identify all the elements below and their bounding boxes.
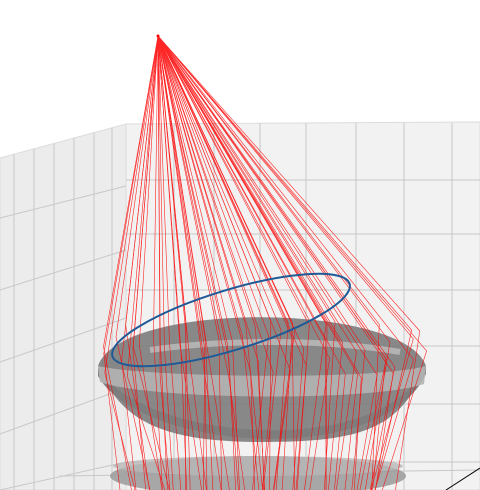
axis-line	[445, 467, 480, 490]
grid-horizontal-line	[0, 387, 127, 435]
ray-line	[157, 35, 427, 490]
ray-line	[157, 35, 304, 490]
second-lens-rim	[113, 456, 403, 476]
left-back-pane	[0, 123, 127, 490]
ray-line	[157, 35, 394, 490]
ray-line	[157, 35, 206, 490]
ray-line	[157, 35, 295, 490]
ray-line	[157, 35, 208, 490]
aperture-ring	[111, 272, 351, 368]
ray-line	[157, 35, 236, 490]
grid-horizontal-line	[0, 249, 127, 291]
ray-line	[157, 35, 171, 490]
main-lens-highlight	[149, 339, 401, 355]
ray-line	[157, 35, 414, 490]
grid-horizontal-line	[0, 185, 127, 219]
ray-line	[157, 35, 282, 490]
ray-line	[157, 35, 291, 490]
ray-line	[157, 35, 255, 490]
grid-horizontal-line	[0, 317, 127, 363]
ray-line	[157, 35, 274, 490]
ray-line	[138, 35, 163, 490]
ray-line	[157, 35, 327, 490]
ray-line	[157, 35, 174, 490]
ray-line	[157, 35, 387, 490]
ray-line	[157, 35, 343, 490]
ray-line	[157, 35, 260, 490]
ray-line	[153, 35, 163, 490]
ray-line	[157, 35, 307, 490]
ray-line	[115, 35, 159, 490]
ray-line	[157, 35, 391, 490]
ray-line	[157, 35, 414, 490]
ray-bundle	[103, 35, 427, 490]
point-source	[156, 34, 160, 38]
ray-line	[157, 35, 240, 490]
ray-line	[157, 35, 222, 490]
ray-line	[157, 35, 202, 490]
ray-line	[157, 35, 330, 490]
ray-line	[132, 35, 170, 490]
ray-line	[157, 35, 362, 490]
ray-line	[157, 35, 239, 490]
ray-line	[157, 35, 245, 490]
ray-line	[157, 35, 230, 490]
ray-line	[126, 35, 166, 490]
ray-line	[157, 35, 358, 490]
second-lens	[110, 456, 406, 490]
ray-line	[157, 35, 182, 490]
ray-line	[157, 35, 396, 490]
ray-line	[157, 35, 327, 490]
ray-line	[157, 35, 366, 490]
ray-line	[157, 35, 265, 490]
ray-line	[157, 35, 357, 490]
ray-line	[157, 35, 310, 490]
ray-line	[157, 35, 289, 490]
ray-line	[104, 35, 159, 490]
ray-line	[157, 35, 421, 490]
ray-line	[103, 35, 159, 490]
ray-line	[157, 35, 413, 490]
ray-line	[157, 35, 263, 490]
ray-line	[157, 35, 269, 490]
ray-line	[103, 35, 159, 490]
ray-line	[157, 35, 346, 490]
ray-line	[157, 35, 222, 490]
ray-line	[121, 35, 159, 490]
ray-line	[157, 35, 336, 490]
